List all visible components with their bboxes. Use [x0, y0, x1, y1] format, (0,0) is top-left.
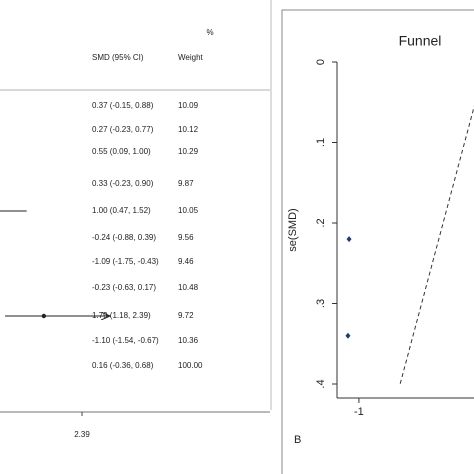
- point-estimate: [41, 313, 47, 319]
- ci-label: -1.10 (-1.54, -0.67): [92, 336, 159, 345]
- ci-label: 0.55 (0.09, 1.00): [92, 147, 151, 156]
- y-axis-label: se(SMD): [287, 208, 299, 251]
- weight-label: 100.00: [178, 361, 203, 370]
- ci-label: 0.33 (-0.23, 0.90): [92, 179, 154, 188]
- study-point: [346, 236, 352, 243]
- weight-label: 10.29: [178, 147, 199, 156]
- ci-label: 0.37 (-0.15, 0.88): [92, 101, 154, 110]
- ci-label: 1.79 (1.18, 2.39): [92, 311, 151, 320]
- ci-label: 1.00 (0.47, 1.52): [92, 206, 151, 215]
- chart-title: Funnel: [399, 33, 442, 49]
- weight-label: 9.72: [178, 311, 194, 320]
- header: SMD (95% CI): [92, 53, 144, 62]
- weight-label: 9.46: [178, 257, 194, 266]
- ci-label: 0.27 (-0.23, 0.77): [92, 125, 154, 134]
- header: Weight: [178, 53, 204, 62]
- ci-label: 0.16 (-0.36, 0.68): [92, 361, 154, 370]
- ci-label: -0.24 (-0.88, 0.39): [92, 233, 156, 242]
- x-tick-label: 2.39: [74, 430, 90, 439]
- y-tick-label: .4: [315, 379, 327, 388]
- weight-label: 9.56: [178, 233, 194, 242]
- ci-label: -1.09 (-1.75, -0.43): [92, 257, 159, 266]
- y-tick-label: 0: [315, 59, 327, 65]
- forest-plot: [0, 210, 110, 371]
- x-tick-label: -1: [354, 406, 364, 418]
- ci-label: -0.23 (-0.63, 0.17): [92, 283, 156, 292]
- weight-label: 10.36: [178, 336, 199, 345]
- weight-label: 10.12: [178, 125, 199, 134]
- study-point: [345, 332, 351, 339]
- panel-b: [281, 9, 474, 474]
- funnel-area: [345, 105, 474, 385]
- weight-label: 9.87: [178, 179, 194, 188]
- y-tick-label: .3: [315, 299, 327, 308]
- y-tick-label: .1: [315, 138, 327, 147]
- header: %: [206, 28, 213, 37]
- weight-label: 10.48: [178, 283, 199, 292]
- weight-label: 10.09: [178, 101, 199, 110]
- y-tick-label: .2: [315, 218, 327, 227]
- weight-label: 10.05: [178, 206, 199, 215]
- panel-label: B: [294, 434, 301, 446]
- funnel-limit: [399, 105, 474, 385]
